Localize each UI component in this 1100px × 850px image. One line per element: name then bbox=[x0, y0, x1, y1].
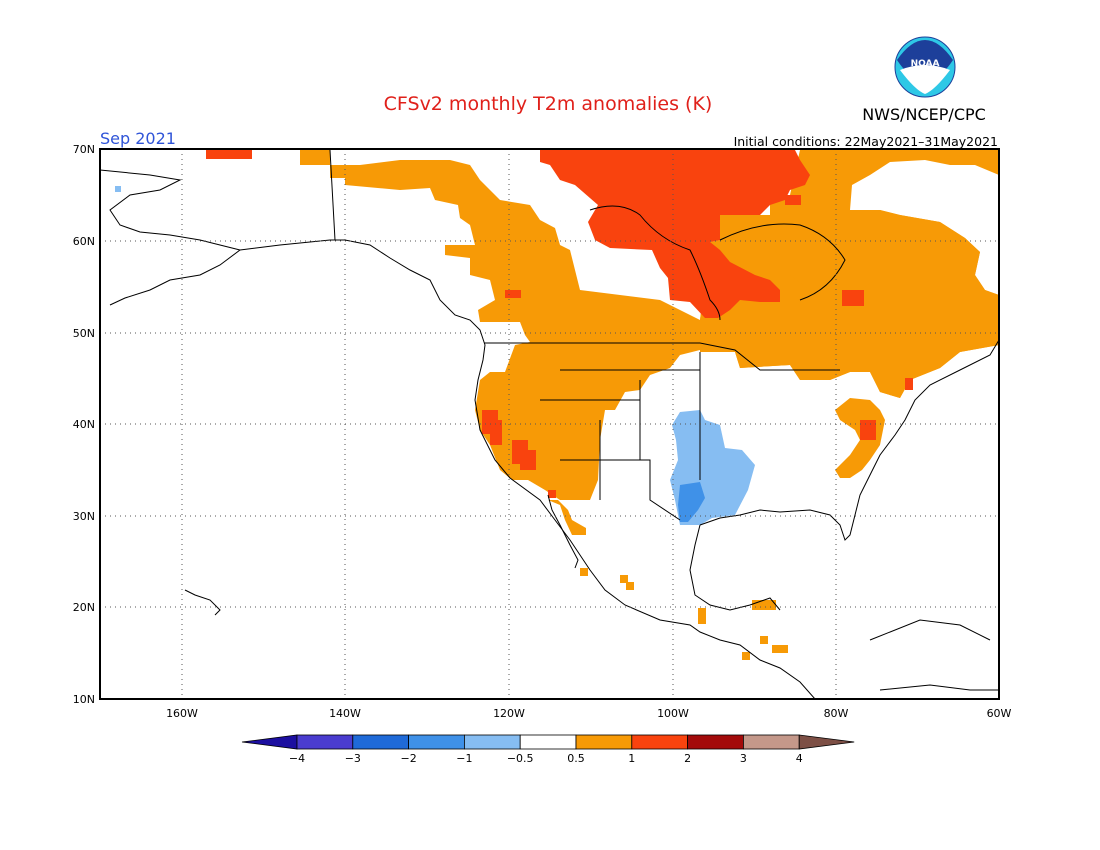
lat-tick-label: 20N bbox=[73, 601, 95, 614]
initial-conditions: Initial conditions: 22May2021–31May2021 bbox=[734, 134, 998, 149]
colorbar-tick-label: −0.5 bbox=[507, 752, 534, 765]
lat-tick-label: 70N bbox=[73, 143, 95, 156]
colorbar-tick-label: −4 bbox=[289, 752, 305, 765]
lon-tick-label: 140W bbox=[329, 707, 361, 720]
colorbar-swatch bbox=[687, 734, 744, 750]
colorbar-high-arrow bbox=[798, 734, 855, 750]
forecast-period: Sep 2021 bbox=[100, 129, 176, 148]
chart-title: CFSv2 monthly T2m anomalies (K) bbox=[384, 93, 713, 115]
longitude-labels: 160W 140W 120W 100W 80W 60W bbox=[166, 707, 1011, 720]
colorbar-tick-label: −3 bbox=[345, 752, 361, 765]
colorbar-tick-label: 3 bbox=[740, 752, 747, 765]
hot-patch bbox=[860, 420, 876, 440]
hot-patch bbox=[505, 290, 521, 298]
graticule bbox=[100, 149, 999, 699]
hot-patch bbox=[548, 490, 556, 498]
agency-label: NWS/NCEP/CPC bbox=[862, 105, 986, 124]
hot-region-canada bbox=[540, 150, 810, 318]
colorbar-swatch bbox=[631, 734, 688, 750]
lon-tick-label: 160W bbox=[166, 707, 198, 720]
colorbar: −4 −3 −2 −1 −0.5 0.5 1 2 3 4 bbox=[241, 734, 855, 765]
colorbar-tick-label: 2 bbox=[684, 752, 691, 765]
colorbar-swatch bbox=[408, 734, 465, 750]
lon-tick-label: 60W bbox=[987, 707, 1012, 720]
logo-text: NOAA bbox=[911, 59, 940, 69]
colorbar-tick-label: 0.5 bbox=[567, 752, 585, 765]
hot-patch bbox=[842, 290, 864, 306]
colorbar-swatch bbox=[519, 734, 577, 750]
cool-patch bbox=[115, 186, 121, 192]
colorbar-low-arrow bbox=[241, 734, 298, 750]
lon-tick-label: 120W bbox=[493, 707, 525, 720]
lon-tick-label: 100W bbox=[657, 707, 689, 720]
colorbar-tick-label: −1 bbox=[456, 752, 472, 765]
latitude-labels: 70N 60N 50N 40N 30N 20N 10N bbox=[73, 143, 95, 706]
lat-tick-label: 30N bbox=[73, 510, 95, 523]
colorbar-swatch bbox=[296, 734, 354, 750]
warm-patch bbox=[580, 568, 588, 576]
hot-patch bbox=[206, 150, 252, 159]
warm-patch bbox=[626, 582, 634, 590]
hot-patch bbox=[905, 378, 913, 390]
hot-patch bbox=[520, 450, 536, 470]
colorbar-tick-label: −2 bbox=[400, 752, 416, 765]
warm-patch bbox=[772, 645, 788, 653]
colorbar-tick-label: 4 bbox=[796, 752, 803, 765]
warm-patch bbox=[698, 608, 706, 624]
colorbar-swatch bbox=[743, 734, 800, 750]
warm-patch bbox=[752, 600, 776, 610]
colorbar-swatch bbox=[575, 734, 633, 750]
lon-tick-label: 80W bbox=[824, 707, 849, 720]
warm-patch bbox=[742, 652, 750, 660]
cool-region-core bbox=[678, 482, 705, 522]
colorbar-swatch bbox=[463, 734, 521, 750]
lat-tick-label: 40N bbox=[73, 418, 95, 431]
lat-tick-label: 60N bbox=[73, 235, 95, 248]
noaa-logo-icon: NOAA bbox=[894, 36, 956, 98]
lat-tick-label: 10N bbox=[73, 693, 95, 706]
hot-patch bbox=[785, 195, 801, 205]
hot-patch bbox=[490, 420, 502, 445]
anomaly-map bbox=[99, 148, 1000, 700]
coastlines bbox=[100, 149, 999, 699]
lat-tick-label: 50N bbox=[73, 327, 95, 340]
colorbar-tick-label: 1 bbox=[628, 752, 635, 765]
colorbar-swatch bbox=[352, 734, 409, 750]
warm-patch bbox=[760, 636, 768, 644]
warm-patch bbox=[620, 575, 628, 583]
warm-region-baja bbox=[548, 500, 586, 535]
anomaly-shading bbox=[115, 150, 999, 660]
map-frame bbox=[99, 148, 1000, 700]
